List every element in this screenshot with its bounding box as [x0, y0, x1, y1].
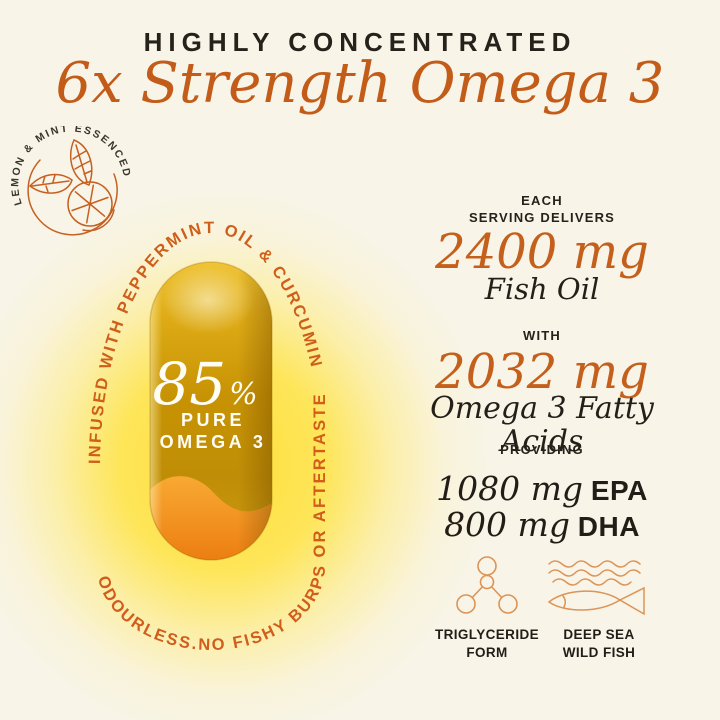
epa-stat: 1080 mg EPA [408, 470, 676, 508]
dha-stat: 800 mg DHA [408, 506, 676, 544]
providing-label: PROVIDING [500, 442, 584, 457]
serving-label-line1: EACH [521, 193, 563, 208]
kicker-text: HIGHLY CONCENTRATED [143, 27, 577, 57]
leaf-citrus-icon [27, 139, 118, 236]
page-title: 6x Strength Omega 3 [55, 51, 665, 116]
capsule-percent: 85% [152, 350, 257, 418]
omega-amount: 2032 mg [435, 344, 649, 400]
epa-unit: EPA [590, 475, 648, 506]
lemon-mint-badge: LEMON & MINT ESSENCED [10, 126, 131, 236]
with-label: WITH [522, 328, 561, 343]
feature-label-line1: TRIGLYCERIDE [434, 627, 540, 642]
fish-oil-label: Fish Oil [484, 272, 600, 306]
serving-label-line2: SERVING DELIVERS [468, 210, 616, 225]
omega-label: Omega 3 Fatty Acids [430, 391, 654, 459]
feature-label-line1: DEEP SEA [563, 627, 635, 642]
capsule-illustration [149, 261, 273, 561]
feature-label-line2: FORM [466, 644, 508, 660]
fish-waves-icon [533, 554, 665, 620]
capsule-label-line2: OMEGA 3 [160, 432, 267, 452]
capsule-label-line1: PURE [181, 410, 245, 430]
dha-amount: 800 mg [444, 505, 570, 544]
dha-unit: DHA [577, 511, 640, 542]
feature-deep-sea: DEEP SEA WILD FISH [533, 554, 665, 661]
epa-amount: 1080 mg [436, 469, 584, 508]
fish-oil-amount: 2400 mg [435, 224, 649, 280]
feature-label-line2: WILD FISH [562, 644, 636, 660]
molecule-icon [421, 554, 553, 620]
feature-triglyceride: TRIGLYCERIDE FORM [421, 554, 553, 661]
